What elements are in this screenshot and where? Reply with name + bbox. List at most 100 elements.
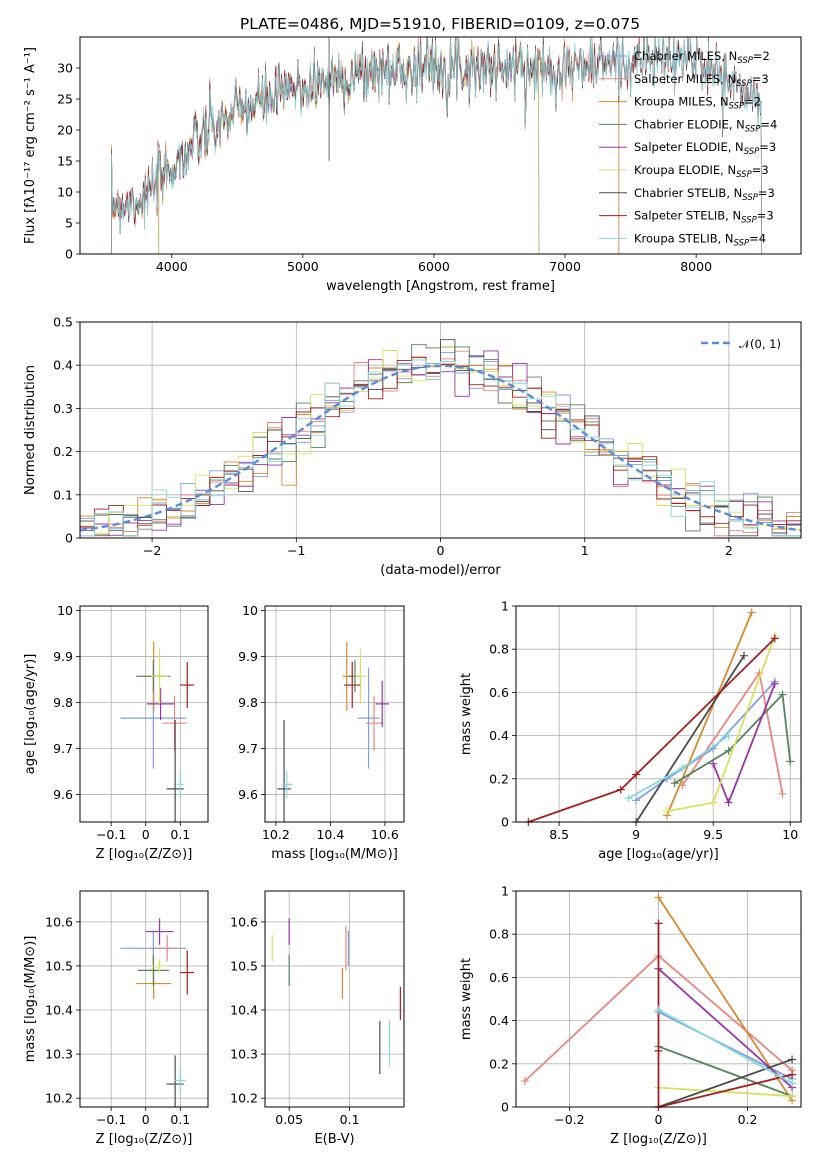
x-tick-label: 8.5 — [549, 827, 569, 842]
y-tick-label: 0.2 — [489, 771, 509, 786]
y-axis-label: mass weight — [459, 958, 474, 1040]
normal-curve — [80, 364, 801, 532]
y-tick-label: 15 — [57, 154, 73, 169]
weight-line — [528, 637, 776, 823]
y-axis-label: Normed distribution — [23, 365, 38, 495]
legend-value: =3 — [752, 72, 769, 86]
plot-frame — [264, 605, 405, 823]
x-tick-label: 10.2 — [262, 827, 290, 842]
legend-subscript: SSP — [734, 238, 750, 248]
legend-label: Chabrier MILES, NSSP=2 — [634, 49, 770, 66]
y-tick-label: 5 — [65, 216, 73, 231]
weight-line — [658, 1045, 793, 1098]
y-tick-label: 9.8 — [53, 695, 73, 710]
y-tick-label: 9.7 — [238, 741, 258, 756]
weight-marker — [770, 679, 779, 688]
weight-marker — [770, 634, 779, 643]
x-tick-label: 10 — [782, 827, 798, 842]
x-axis-label: Z [log₁₀(Z/Z⊙)] — [96, 1132, 193, 1147]
y-tick-label: 0 — [501, 815, 509, 830]
plot-frame — [79, 605, 209, 823]
legend-value: =3 — [759, 140, 776, 154]
y-tick-label: 10.6 — [230, 914, 258, 929]
plot-frame — [515, 890, 802, 1108]
x-axis-label: E(B-V) — [314, 1132, 354, 1147]
legend-label: Chabrier ELODIE, NSSP=4 — [634, 117, 777, 134]
y-axis-label: mass [log₁₀(M/M⊙)] — [23, 936, 38, 1063]
y-tick-label: 0.2 — [53, 444, 73, 459]
mass-vs-metallicity-panel: −0.1 0 0.1 10.2 10.3 10.4 10.5 10.6 Z [log₁₀(Z/Z… — [23, 890, 209, 1147]
legend-text: Chabrier STELIB, N — [634, 186, 742, 200]
x-tick-label: 0 — [437, 543, 445, 558]
y-tick-label: 25 — [57, 92, 73, 107]
legend-value: =3 — [757, 209, 774, 223]
x-tick-label: 2 — [725, 543, 733, 558]
y-tick-label: 9.9 — [238, 649, 258, 664]
x-tick-label: 0.1 — [340, 1112, 360, 1127]
age-vs-metallicity-panel: −0.1 0 0.1 9.6 9.7 9.8 9.9 10 Z [log₁₀(Z/Z⊙)] age… — [23, 603, 209, 862]
weight-marker — [520, 1077, 529, 1086]
weight-marker — [654, 1005, 663, 1014]
legend-value: =2 — [753, 49, 770, 63]
y-tick-label: 10 — [57, 603, 73, 618]
histogram-steps — [80, 339, 801, 537]
legend-value: =4 — [760, 117, 777, 131]
y-tick-label: 30 — [57, 61, 73, 76]
weight-marker — [740, 651, 748, 660]
legend-label: Kroupa STELIB, NSSP=4 — [634, 231, 766, 248]
legend-text: Salpeter STELIB, N — [634, 209, 741, 223]
y-tick-label: 0 — [65, 247, 73, 262]
mass-weight-vs-age-panel: 8.5 9 9.5 10 0 0.2 0.4 0.6 0.8 1 age [log₁₀(age/yr… — [459, 599, 802, 862]
y-tick-label: 10.5 — [45, 958, 73, 973]
weight-lines — [524, 608, 795, 826]
plot-frame — [79, 890, 209, 1108]
legend-subscript: SSP — [737, 56, 753, 66]
weight-line — [666, 612, 753, 816]
weight-marker — [709, 759, 718, 768]
legend-label: Chabrier STELIB, NSSP=3 — [634, 186, 775, 203]
x-tick-label: −0.1 — [96, 1112, 126, 1127]
weight-marker — [654, 893, 663, 902]
weight-marker — [624, 794, 633, 803]
y-tick-label: 10 — [242, 603, 258, 618]
y-tick-label: 9.7 — [53, 741, 73, 756]
legend-value: =3 — [752, 163, 769, 177]
errorbars — [120, 641, 195, 822]
y-tick-label: 10.6 — [45, 914, 73, 929]
weight-marker — [654, 1046, 663, 1055]
x-tick-label: 7000 — [549, 259, 581, 274]
weight-line — [681, 670, 784, 795]
y-tick-label: 0 — [65, 531, 73, 546]
errorbars — [271, 918, 401, 1074]
legend-label: Salpeter STELIB, NSSP=3 — [634, 209, 774, 226]
weight-line — [674, 692, 792, 784]
y-tick-label: 10.5 — [230, 958, 258, 973]
mass-weight-vs-metallicity-panel: −0.2 0 0.2 0 0.2 0.4 0.6 0.8 1 Z [log₁₀(Z/Z⊙)] mas… — [459, 884, 802, 1147]
weight-marker — [632, 770, 641, 779]
weight-marker — [678, 764, 687, 772]
x-tick-label: −0.2 — [554, 1112, 584, 1127]
figure-title: PLATE=0486, MJD=51910, FIBERID=0109, z=0… — [240, 15, 640, 33]
y-tick-label: 20 — [57, 123, 73, 138]
weight-marker — [632, 796, 641, 805]
x-tick-label: 0.2 — [738, 1112, 758, 1127]
weight-marker — [709, 798, 718, 807]
x-axis-label: wavelength [Angstrom, rest frame] — [326, 279, 555, 294]
weight-marker — [788, 1055, 797, 1064]
weight-lines — [520, 893, 797, 1111]
y-tick-label: 9.6 — [238, 787, 258, 802]
y-tick-label: 9.8 — [238, 695, 258, 710]
weight-marker — [654, 919, 663, 928]
x-tick-label: −2 — [143, 543, 161, 558]
legend-text: Salpeter ELODIE, N — [634, 140, 744, 154]
age-vs-mass-panel: 10.2 10.4 10.6 9.6 9.7 9.8 9.9 10 mass [log₁₀(M/… — [238, 603, 405, 862]
y-tick-label: 0.6 — [489, 970, 509, 985]
y-tick-label: 0.6 — [489, 685, 509, 700]
y-tick-label: 0.4 — [489, 728, 509, 743]
x-axis-label: age [log₁₀(age/yr)] — [598, 847, 719, 862]
legend-value: =2 — [744, 95, 761, 109]
histogram-series — [80, 346, 801, 537]
spectrum-panel: 4000 5000 6000 7000 8000 0 5 10 15 20 25 30 waveleng… — [23, 36, 802, 294]
x-axis-label: Z [log₁₀(Z/Z⊙)] — [96, 847, 193, 862]
